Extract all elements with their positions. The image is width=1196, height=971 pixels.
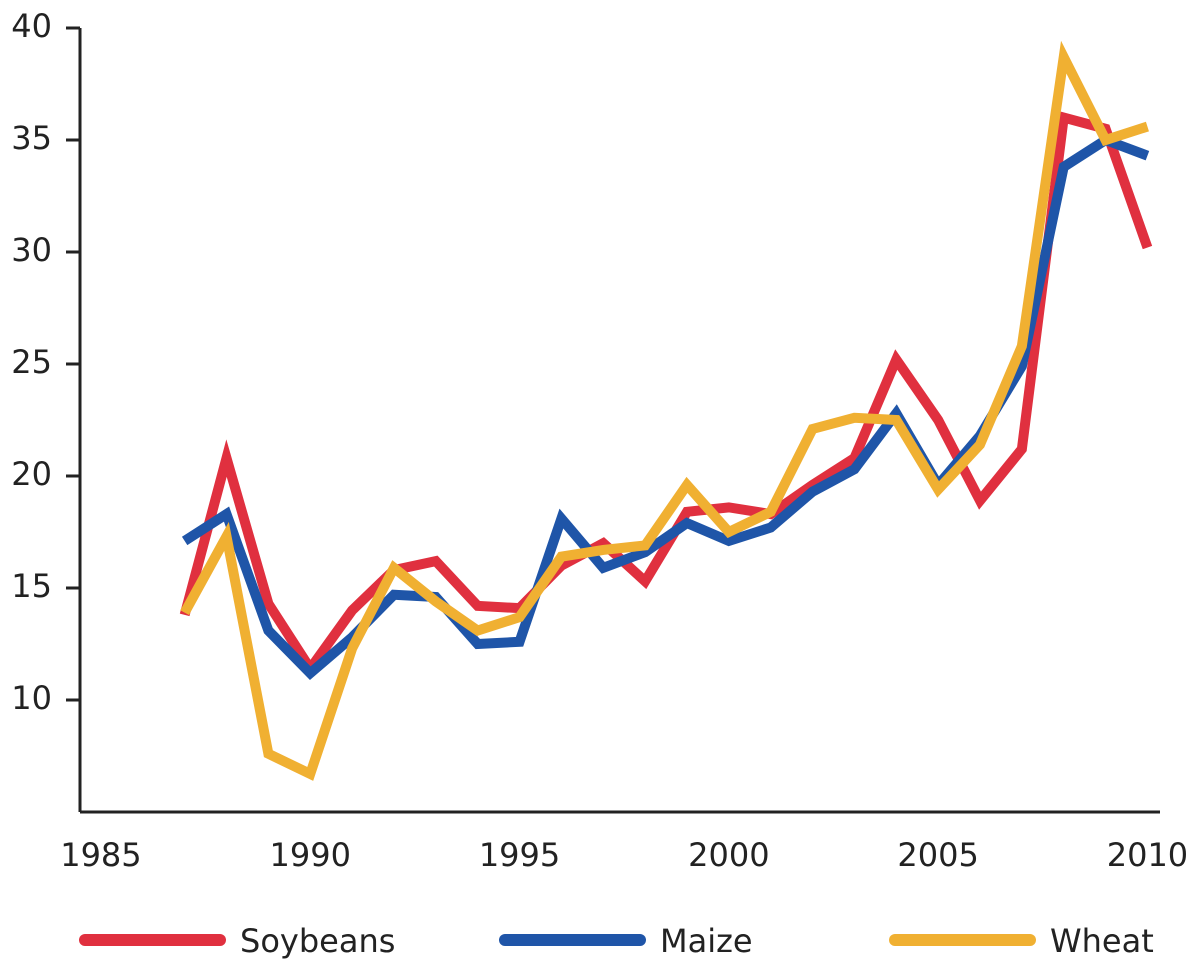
x-tick-label: 1990: [270, 836, 351, 874]
x-tick-label: 1995: [479, 836, 560, 874]
y-tick-label: 25: [11, 343, 52, 381]
y-tick-label: 30: [11, 231, 52, 269]
x-tick-label: 2005: [897, 836, 978, 874]
y-tick-label: 40: [11, 7, 52, 45]
x-tick-label: 2000: [688, 836, 769, 874]
legend-label: Wheat: [1050, 922, 1154, 960]
line-series: [179, 111, 1153, 678]
y-tick-label: 15: [11, 567, 52, 605]
legend-label: Maize: [660, 922, 753, 960]
y-tick-label: 35: [11, 119, 52, 157]
y-tick-label: 20: [11, 455, 52, 493]
y-tick-label: 10: [11, 679, 52, 717]
x-tick-label: 2010: [1107, 836, 1188, 874]
line-series: [180, 40, 1149, 781]
x-tick-label: 1985: [60, 836, 141, 874]
line-series: [181, 134, 1150, 680]
legend-label: Soybeans: [240, 922, 395, 960]
